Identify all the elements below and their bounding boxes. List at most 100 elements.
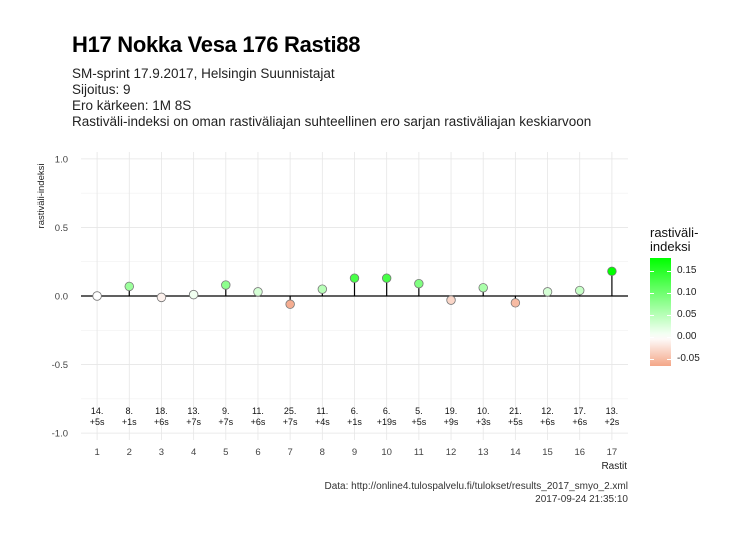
data-point — [607, 266, 617, 277]
x-tick-label: 4 — [191, 447, 196, 458]
annotation-rank: 19. — [445, 406, 458, 416]
legend-title-line: indeksi — [650, 239, 691, 254]
x-tick-label: 16 — [574, 447, 585, 458]
annotation-rank: 13. — [606, 406, 619, 416]
annotation-diff: +6s — [251, 417, 266, 427]
legend-tick-mark — [667, 315, 671, 317]
x-tick-label: 6 — [255, 447, 260, 458]
annotation-rank: 11. — [252, 406, 264, 416]
x-tick-label: 7 — [287, 447, 292, 458]
data-point — [285, 299, 295, 309]
annotation-diff: +9s — [444, 417, 459, 427]
legend-tick-mark — [650, 337, 654, 339]
annotation-rank: 18. — [155, 406, 168, 416]
data-point — [381, 273, 392, 283]
data-point — [414, 278, 424, 289]
annotation-diff: +19s — [377, 417, 397, 427]
y-tick-label: 1.0 — [55, 154, 68, 165]
annotation-diff: +1s — [347, 417, 362, 427]
x-tick-label: 9 — [352, 447, 357, 458]
caption-line: Data: http://online4.tulospalvelu.fi/tul… — [324, 481, 628, 492]
legend-tick-label: -0.05 — [677, 353, 700, 365]
legend-tick-mark — [650, 315, 654, 317]
legend-color-bar — [650, 258, 671, 366]
annotation-rank: 21. — [509, 406, 522, 416]
legend-tick-mark — [650, 293, 654, 295]
annotation-diff: +7s — [218, 417, 233, 427]
data-point — [221, 280, 231, 290]
annotation-rank: 17. — [573, 406, 586, 416]
legend-tick-label: 0.00 — [677, 331, 697, 343]
x-tick-label: 11 — [414, 447, 424, 458]
subtitle-line: Ero kärkeen: 1M 8S — [72, 98, 192, 113]
legend-tick-mark — [667, 359, 671, 361]
data-point — [349, 273, 360, 283]
annotation-diff: +6s — [540, 417, 555, 427]
legend-tick-label: 0.10 — [677, 287, 697, 299]
annotation-rank: 11. — [316, 406, 328, 416]
annotation-diff: +6s — [154, 417, 169, 427]
subtitle-line: Sijoitus: 9 — [72, 82, 131, 97]
x-tick-label: 14 — [510, 447, 521, 458]
data-point — [156, 292, 167, 303]
data-point — [446, 295, 456, 305]
x-tick-label: 2 — [127, 447, 132, 458]
annotation-diff: +3s — [476, 417, 491, 427]
data-point — [124, 281, 134, 292]
annotation-rank: 5. — [415, 406, 423, 416]
data-point — [92, 291, 102, 301]
annotation-diff: +5s — [90, 417, 105, 427]
annotation-diff: +2s — [605, 417, 620, 427]
chart-subtitle: SM-sprint 17.9.2017, Helsingin Suunnista… — [72, 66, 591, 130]
x-tick-label: 1 — [94, 447, 99, 458]
data-point — [510, 298, 521, 308]
x-tick-label: 15 — [542, 447, 553, 458]
x-axis-label: Rastit — [601, 461, 627, 472]
annotation-rank: 10. — [477, 406, 490, 416]
legend-title-line: rastiväli- — [650, 225, 699, 240]
subtitle-line: SM-sprint 17.9.2017, Helsingin Suunnista… — [72, 66, 335, 81]
subtitle-line: Rastiväli-indeksi on oman rastiväliajan … — [72, 114, 592, 129]
data-point — [188, 289, 199, 300]
annotation-rank: 6. — [383, 406, 391, 416]
annotation-diff: +5s — [411, 417, 426, 427]
chart-title: H17 Nokka Vesa 176 Rasti88 — [72, 32, 361, 57]
legend-tick-mark — [667, 293, 671, 295]
legend-tick-mark — [667, 337, 671, 339]
x-tick-label: 5 — [223, 447, 228, 458]
legend-tick-mark — [650, 359, 654, 361]
annotation-diff: +5s — [508, 417, 523, 427]
y-axis-label: rastiväli-indeksi — [36, 164, 47, 229]
annotation-rank: 12. — [541, 406, 554, 416]
x-tick-label: 17 — [607, 447, 618, 458]
annotation-diff: +4s — [315, 417, 330, 427]
annotation-diff: +6s — [572, 417, 587, 427]
data-point — [575, 285, 585, 296]
x-tick-label: 13 — [478, 447, 489, 458]
y-tick-label: 0.0 — [55, 292, 68, 303]
annotation-rank: 8. — [126, 406, 134, 416]
y-tick-label: -0.5 — [52, 360, 68, 371]
annotation-rank: 6. — [351, 406, 359, 416]
x-tick-label: 8 — [320, 447, 325, 458]
data-point — [542, 287, 553, 297]
color-legend: rastiväli- indeksi 0.15 0.10 0.05 0.00 -0.05 — [650, 226, 700, 366]
data-source-caption: Data: http://online4.tulospalvelu.fi/tul… — [324, 480, 628, 506]
y-tick-label: 0.5 — [55, 223, 68, 234]
annotation-diff: +7s — [186, 417, 201, 427]
caption-line: 2017-09-24 21:35:10 — [535, 494, 628, 505]
annotation-diff: +7s — [283, 417, 298, 427]
data-point — [253, 287, 263, 297]
data-point — [478, 283, 488, 293]
annotation-diff: +1s — [122, 417, 137, 427]
legend-tick-label: 0.15 — [677, 265, 697, 277]
annotation-rank: 25. — [284, 406, 297, 416]
legend-title: rastiväli- indeksi — [650, 226, 698, 254]
annotation-rank: 13. — [187, 406, 200, 416]
data-point — [317, 284, 328, 294]
legend-tick-label: 0.05 — [677, 309, 697, 321]
x-tick-label: 12 — [446, 447, 457, 458]
y-tick-label: -1.0 — [52, 429, 68, 440]
legend-tick-mark — [667, 271, 671, 273]
